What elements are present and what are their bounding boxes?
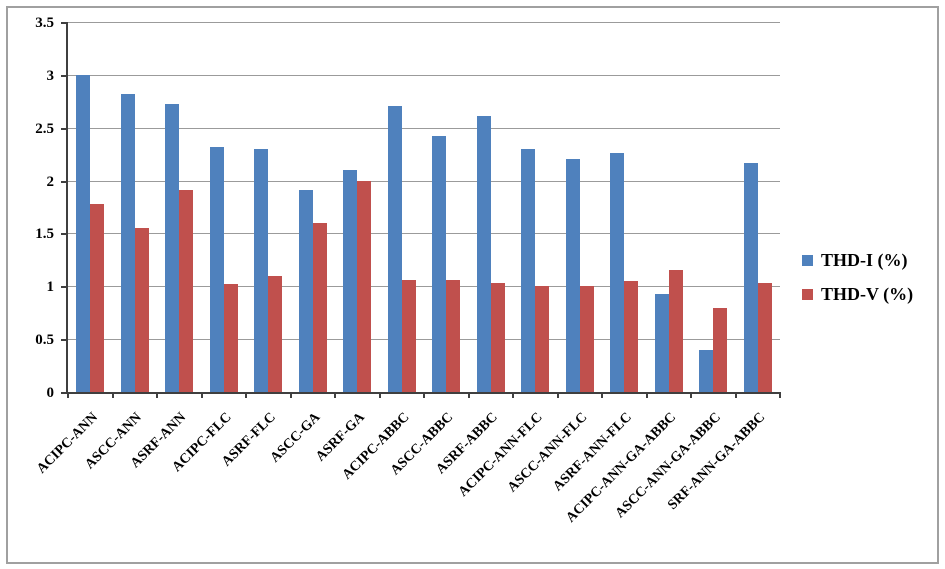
bar-thd-i-srf-ann-ga-abbc [744,163,758,392]
legend-label-thd-v: THD-V (%) [821,284,914,304]
bar-thd-i-ascc-ann [121,94,135,392]
bar-thd-i-ascc-abbc [432,136,446,392]
gridline [68,339,780,340]
x-axis-tick [201,392,203,398]
bar-thd-i-acipc-ann-flc [521,149,535,392]
x-axis-tick [290,392,292,398]
x-axis-tick [334,392,336,398]
bar-thd-i-asrf-ga [343,170,357,392]
x-axis-tick [67,392,69,398]
x-axis-tick [735,392,737,398]
x-axis-tick [646,392,648,398]
bar-thd-v-acipc-abbc [402,280,416,392]
legend: THD-I (%) THD-V (%) [802,250,913,318]
bar-thd-i-asrf-ann [165,104,179,392]
gridline [68,75,780,76]
y-axis-tick [61,339,68,341]
thd-v-swatch-icon [802,289,813,300]
x-axis-tick [601,392,603,398]
y-axis-tick [61,75,68,77]
bar-thd-v-srf-ann-ga-abbc [758,283,772,392]
bar-thd-v-asrf-abbc [491,283,505,392]
bar-thd-v-ascc-ann-ga-abbc [713,308,727,392]
gridline [68,233,780,234]
x-axis-tick [379,392,381,398]
bar-thd-i-ascc-ga [299,190,313,392]
y-axis-label: 1.5 [35,226,54,242]
gridline [68,181,780,182]
bar-thd-i-asrf-flc [254,149,268,392]
legend-label-thd-i: THD-I (%) [821,250,908,270]
bar-thd-i-acipc-ann-ga-abbc [655,294,669,392]
y-axis-tick [61,181,68,183]
bar-thd-v-ascc-abbc [446,280,460,392]
gridline [68,128,780,129]
bar-thd-i-ascc-ann-flc [566,159,580,392]
y-axis-label: 2.5 [35,121,54,137]
bar-thd-v-ascc-ga [313,223,327,392]
bar-thd-i-acipc-flc [210,147,224,392]
gridline [68,286,780,287]
x-category-label: ASCC-ANN-FLC [504,410,591,496]
thd-i-swatch-icon [802,255,813,266]
x-axis-tick [779,392,781,398]
x-category-label: ACIPC-ANN-FLC [455,410,546,500]
bar-thd-v-ascc-ann [135,228,149,392]
bar-thd-v-asrf-ga [357,181,371,392]
gridline [68,22,780,23]
y-axis-tick [61,392,68,394]
x-axis-tick [112,392,114,398]
bar-thd-v-acipc-ann-ga-abbc [669,270,683,392]
bar-thd-v-asrf-flc [268,276,282,392]
y-axis-label: 2 [46,174,55,190]
y-axis-line [66,22,68,394]
y-axis-tick [61,286,68,288]
x-axis-tick [557,392,559,398]
y-axis-label: 3.5 [35,15,54,31]
x-axis-tick [468,392,470,398]
bar-thd-i-ascc-ann-ga-abbc [699,350,713,392]
legend-item-thd-i: THD-I (%) [802,250,913,271]
x-axis-tick [245,392,247,398]
bar-thd-v-acipc-flc [224,284,238,392]
y-axis-tick [61,233,68,235]
bar-thd-v-acipc-ann [90,204,104,392]
y-axis-tick [61,22,68,24]
x-category-label: ASRF-ANN-FLC [550,410,635,495]
bar-thd-v-asrf-ann [179,190,193,392]
x-axis-tick [423,392,425,398]
legend-item-thd-v: THD-V (%) [802,284,913,305]
bar-thd-v-asrf-ann-flc [624,281,638,392]
x-axis-tick [156,392,158,398]
bar-thd-i-asrf-ann-flc [610,153,624,392]
x-axis-tick [512,392,514,398]
bar-thd-i-acipc-abbc [388,106,402,392]
y-axis-label: 0.5 [35,332,54,348]
bar-thd-i-asrf-abbc [477,116,491,392]
bar-thd-v-ascc-ann-flc [580,286,594,392]
y-axis-label: 3 [46,68,55,84]
y-axis-label: 1 [46,279,55,295]
y-axis-tick [61,128,68,130]
x-axis-tick [690,392,692,398]
y-axis-label: 0 [46,385,55,401]
bar-thd-v-acipc-ann-flc [535,286,549,392]
bar-thd-i-acipc-ann [76,75,90,392]
